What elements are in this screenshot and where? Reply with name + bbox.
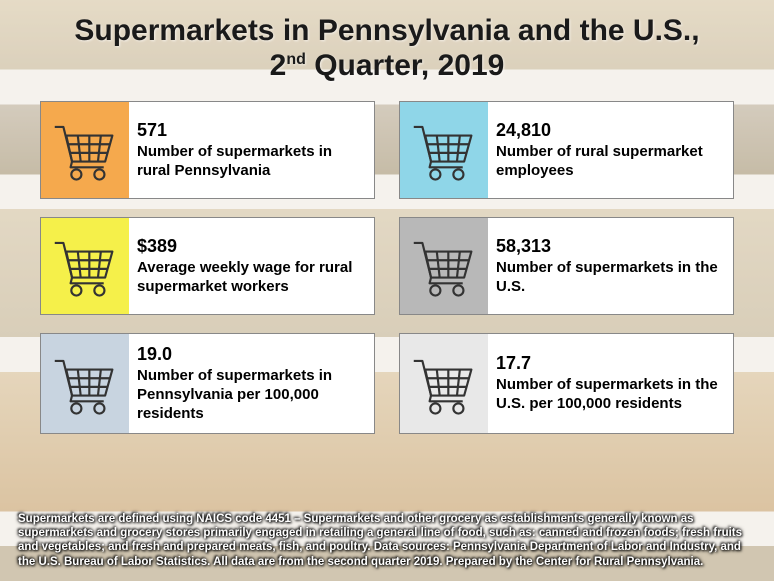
card-icon-box xyxy=(400,334,488,433)
shopping-cart-icon xyxy=(49,230,121,302)
card-icon-box xyxy=(400,102,488,198)
card-stat: 24,810 xyxy=(496,120,721,141)
card-label: Number of supermarkets in rural Pennsylv… xyxy=(137,143,362,181)
card-label: Number of supermarkets in the U.S. xyxy=(496,259,721,297)
title-line2-pre: 2 xyxy=(270,49,287,82)
shopping-cart-icon xyxy=(49,114,121,186)
stats-grid: 571Number of supermarkets in rural Penns… xyxy=(0,83,774,434)
card-text: 19.0Number of supermarkets in Pennsylvan… xyxy=(129,334,374,433)
title-line1: Supermarkets in Pennsylvania and the U.S… xyxy=(74,14,699,47)
card-stat: 17.7 xyxy=(496,353,721,374)
stat-card-rural-employees: 24,810Number of rural supermarket employ… xyxy=(399,101,734,199)
card-label: Number of rural supermarket employees xyxy=(496,143,721,181)
title-line2-post: Quarter, 2019 xyxy=(306,49,504,82)
stat-card-us-count: 58,313Number of supermarkets in the U.S. xyxy=(399,217,734,315)
shopping-cart-icon xyxy=(408,114,480,186)
card-stat: 19.0 xyxy=(137,344,362,365)
card-text: 58,313Number of supermarkets in the U.S. xyxy=(488,218,733,314)
page-title: Supermarkets in Pennsylvania and the U.S… xyxy=(0,0,774,83)
card-text: 17.7Number of supermarkets in the U.S. p… xyxy=(488,334,733,433)
stat-card-wage: $389Average weekly wage for rural superm… xyxy=(40,217,375,315)
card-icon-box xyxy=(400,218,488,314)
shopping-cart-icon xyxy=(49,348,121,420)
title-ordinal: nd xyxy=(286,51,306,68)
stat-card-rural-count: 571Number of supermarkets in rural Penns… xyxy=(40,101,375,199)
stat-card-pa-per100k: 19.0Number of supermarkets in Pennsylvan… xyxy=(40,333,375,434)
card-icon-box xyxy=(41,334,129,433)
card-icon-box xyxy=(41,218,129,314)
card-stat: 571 xyxy=(137,120,362,141)
shopping-cart-icon xyxy=(408,348,480,420)
card-label: Number of supermarkets in Pennsylvania p… xyxy=(137,367,362,423)
card-label: Average weekly wage for rural supermarke… xyxy=(137,259,362,297)
card-icon-box xyxy=(41,102,129,198)
card-label: Number of supermarkets in the U.S. per 1… xyxy=(496,376,721,414)
shopping-cart-icon xyxy=(408,230,480,302)
stat-card-us-per100k: 17.7Number of supermarkets in the U.S. p… xyxy=(399,333,734,434)
card-text: 24,810Number of rural supermarket employ… xyxy=(488,102,733,198)
card-stat: 58,313 xyxy=(496,236,721,257)
footnote: Supermarkets are defined using NAICS cod… xyxy=(18,512,756,570)
card-text: $389Average weekly wage for rural superm… xyxy=(129,218,374,314)
card-text: 571Number of supermarkets in rural Penns… xyxy=(129,102,374,198)
card-stat: $389 xyxy=(137,236,362,257)
